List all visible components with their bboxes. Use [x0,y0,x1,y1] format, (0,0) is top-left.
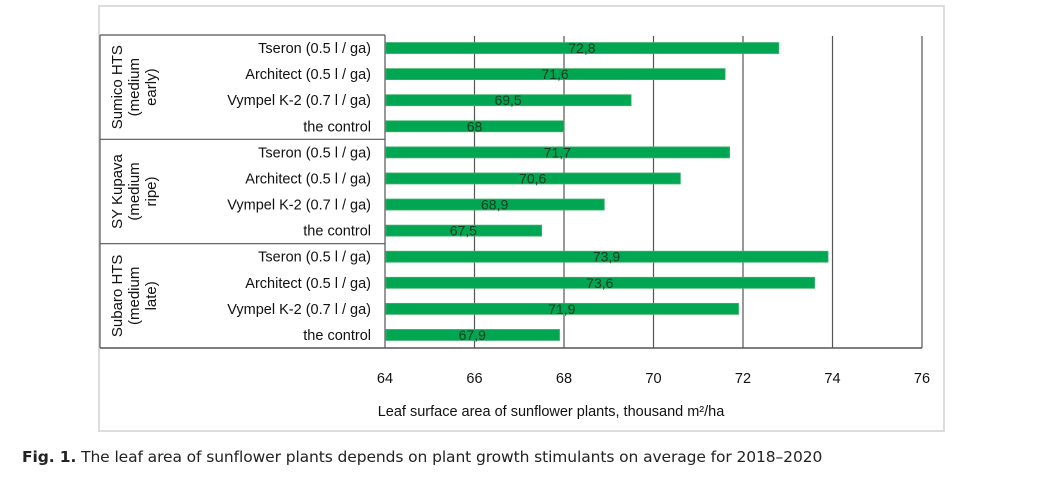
group-label-line: (medium [126,162,143,220]
group-label: Sumico HTS(mediumearly) [109,45,160,129]
data-label: 69,5 [494,92,521,108]
data-label: 68,9 [481,197,508,213]
group-label-line: late) [143,281,160,310]
bars [385,42,829,341]
x-tick-label: 68 [556,371,572,387]
bar [385,329,560,341]
x-tick-label: 70 [645,371,661,387]
data-label: 67,5 [450,223,477,239]
data-label: 71,6 [541,66,568,82]
data-label: 67,9 [459,327,486,343]
caption-text: The leaf area of sunflower plants depend… [76,448,823,466]
bar [385,198,605,211]
data-label: 72,8 [568,40,595,56]
bar [385,120,565,133]
category-label: the control [303,328,371,344]
group-label-line: Subaro HTS [109,255,126,338]
data-label: 73,9 [593,249,620,265]
data-labels: 72,871,6 69,5 68 71,7 70,6 68,967,5 73,9 73,6 71… [450,40,621,343]
data-label: 73,6 [586,275,613,291]
figure-caption: Fig. 1. The leaf area of sunflower plant… [22,448,822,466]
x-axis-title: Leaf surface area of sunflower plants, t… [378,404,726,420]
group-label-line: SY Kupava [109,153,126,228]
category-label: Architect (0.5 l / ga) [245,67,371,83]
category-label: the control [303,224,371,240]
group-label-line: ripe) [143,176,160,206]
bar [385,42,780,54]
category-label: Vympel K-2 (0.7 l / ga) [227,93,371,109]
bar [385,146,730,159]
group-label: Subaro HTS(mediumlate) [109,255,160,338]
figure-number: Fig. 1. [22,448,77,466]
gridlines [100,35,923,349]
x-axis-ticks: 64 66 68 70 72 74 76 [377,371,930,387]
bar [385,302,739,315]
bar [385,224,543,237]
group-label-line: (medium [126,267,143,325]
x-tick-label: 72 [735,371,751,387]
data-label: 71,9 [548,301,575,317]
bar [385,94,632,107]
data-label: 71,7 [544,144,571,160]
group-label-line: (medium [126,58,143,116]
category-label: Tseron (0.5 l / ga) [258,250,371,266]
category-label: Tseron (0.5 l / ga) [258,41,371,57]
data-label: 68 [467,118,483,134]
bar [385,250,829,263]
data-label: 70,6 [519,170,546,186]
bar [385,276,816,289]
category-label: Vympel K-2 (0.7 l / ga) [227,302,371,318]
x-tick-label: 66 [466,371,482,387]
bar-chart: Sumico HTS(mediumearly)Tseron (0.5 l / g… [99,34,930,420]
x-tick-label: 64 [377,371,393,387]
category-label: Tseron (0.5 l / ga) [258,145,371,161]
category-label: Architect (0.5 l / ga) [245,276,371,292]
category-label: Architect (0.5 l / ga) [245,171,371,187]
group-label: SY Kupava(mediumripe) [109,153,160,228]
bar [385,172,681,185]
category-label: Vympel K-2 (0.7 l / ga) [227,198,371,214]
x-tick-label: 76 [914,371,930,387]
category-table: Sumico HTS(mediumearly)Tseron (0.5 l / g… [99,34,385,348]
category-label: the control [303,119,371,135]
group-label-line: Sumico HTS [109,45,126,129]
bar [385,68,726,81]
group-label-line: early) [143,68,160,106]
x-tick-label: 74 [824,371,840,387]
